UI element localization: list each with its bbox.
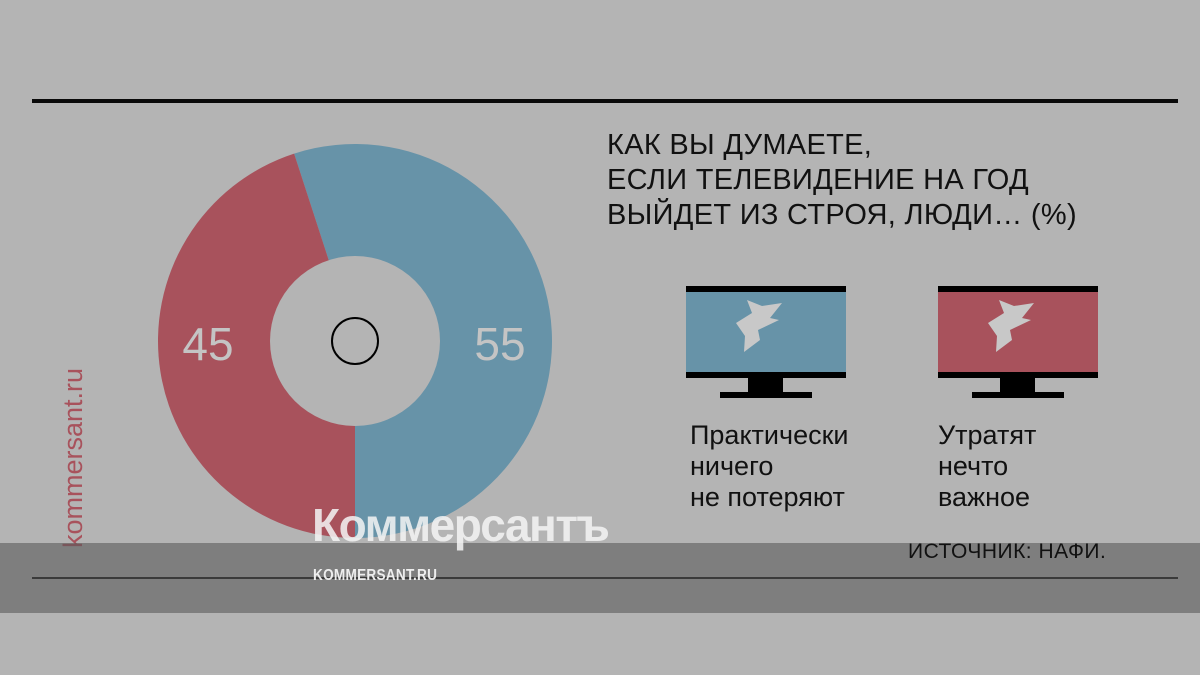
kommersant-url: KOMMERSANT.RU bbox=[313, 567, 438, 584]
donut-slice-1 bbox=[158, 153, 355, 539]
data-label-blue: 55 bbox=[474, 318, 525, 370]
legend-label-blue: Практически ничего не потеряют bbox=[690, 420, 849, 512]
watermark-band bbox=[0, 543, 1200, 613]
data-label-red: 45 bbox=[182, 318, 233, 370]
legend-tv-icon-blue bbox=[686, 286, 846, 398]
top-rule bbox=[32, 99, 1178, 103]
side-watermark: kommersant.ru bbox=[58, 367, 88, 548]
legend-tv-icon-red bbox=[938, 286, 1098, 398]
legend-label-red: Утратят нечто важное bbox=[938, 420, 1037, 512]
donut-hole bbox=[270, 256, 440, 426]
center-circle-icon bbox=[331, 317, 379, 365]
source-note: ИСТОЧНИК: НАФИ. bbox=[908, 540, 1107, 563]
kommersant-logo: Коммерсантъ bbox=[312, 499, 610, 551]
chart-title: КАК ВЫ ДУМАЕТЕ, ЕСЛИ ТЕЛЕВИДЕНИЕ НА ГОД … bbox=[607, 129, 1077, 231]
